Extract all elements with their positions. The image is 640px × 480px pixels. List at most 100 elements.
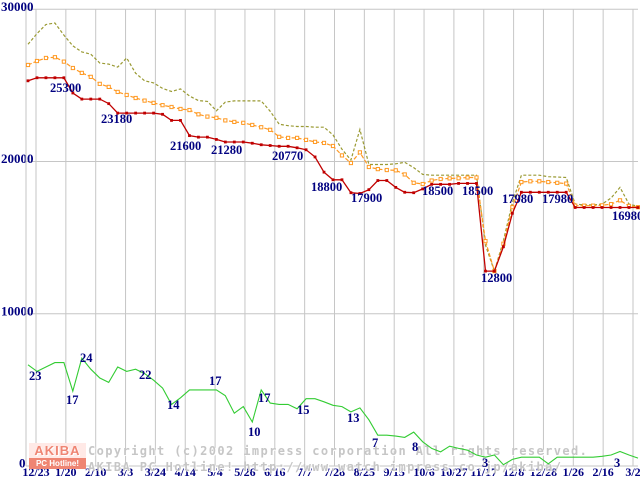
lowest-price-data-point [582, 206, 586, 209]
lowest-price-data-point [546, 190, 550, 194]
x-tick-label: 3/2 [625, 465, 640, 479]
lowest-price-data-point [232, 140, 236, 144]
lowest-price-data-point [394, 185, 398, 189]
average-price-data-point [528, 179, 533, 184]
x-tick-label: 5/26 [234, 465, 255, 479]
series-average-price [27, 56, 639, 274]
lowest-price-data-point [502, 245, 505, 249]
lowest-price-data-point [600, 206, 604, 209]
average-price-data-point [61, 59, 66, 64]
lowest-price-data-point [277, 144, 281, 148]
x-tick-label: 11/17 [470, 465, 497, 479]
average-price-data-point [232, 119, 237, 125]
copyright-text: Copyright (c)2002 impress corporation Al… [88, 444, 589, 458]
price-label: 20770 [272, 149, 303, 163]
average-price-data-point [402, 172, 407, 177]
lowest-price-data-point [573, 206, 577, 209]
average-price-data-point [43, 55, 49, 61]
lowest-price-data-point [62, 76, 66, 80]
average-price-data-point [564, 181, 569, 186]
lowest-price-data-point [170, 118, 173, 122]
lowest-price-data-point [250, 141, 254, 145]
lowest-price-data-point [304, 148, 308, 152]
average-price-data-point [124, 92, 129, 98]
price-label: 17980 [502, 192, 533, 206]
lowest-price-data-point [609, 206, 613, 209]
price-label: 18500 [462, 184, 493, 198]
lowest-price-data-point [322, 170, 326, 174]
x-tick-label: 1/26 [563, 465, 584, 479]
x-tick-label: 12/28 [530, 465, 557, 479]
lowest-price-data-point [349, 191, 353, 195]
series-highest-price [27, 22, 639, 274]
count-label: 8 [412, 440, 418, 454]
lowest-price-data-point [331, 178, 335, 182]
count-label: 3 [614, 456, 620, 470]
average-price-data-point [330, 143, 336, 149]
x-tick-label: 8/25 [354, 465, 375, 479]
count-label: 17 [66, 393, 79, 407]
count-label: 24 [80, 351, 93, 365]
price-label: 18500 [422, 184, 453, 198]
average-price-data-point [214, 115, 219, 120]
average-price-data-point [223, 118, 228, 123]
lowest-price-data-point [98, 97, 102, 101]
x-tick-label: 6/16 [264, 465, 285, 479]
x-tick-label: 9/15 [384, 465, 405, 479]
average-price-data-point [79, 70, 84, 75]
lowest-price-data-point [618, 206, 622, 209]
average-price-data-point [366, 164, 371, 170]
average-price-data-point [151, 100, 156, 105]
lowest-price-data-point [80, 97, 84, 101]
price-label: 17900 [351, 191, 382, 205]
lowest-price-data-point [484, 269, 487, 273]
average-price-data-point [187, 107, 192, 113]
count-label: 17 [209, 374, 222, 388]
count-label: 7 [372, 436, 378, 450]
lowest-price-data-point [241, 140, 245, 144]
lowest-price-data-point [466, 182, 469, 185]
average-price-data-point [303, 137, 309, 142]
count-label: 17 [258, 391, 271, 405]
lowest-price-data-point [376, 179, 380, 182]
lowest-price-data-point [519, 190, 523, 194]
average-price-data-point [357, 150, 362, 155]
average-price-data-point [411, 180, 416, 185]
price-label: 16980 [612, 209, 640, 223]
count-label: 3 [482, 456, 488, 470]
x-tick-label: 5/4 [207, 465, 222, 479]
lowest-price-data-point [214, 138, 218, 141]
x-tick-label: 10/6 [413, 465, 434, 479]
y-tick-label: 10000 [1, 303, 34, 318]
y-tick-label: 0 [19, 456, 26, 471]
x-tick-label: 2/10 [85, 465, 106, 479]
lowest-price-data-point [403, 190, 407, 194]
average-price-data-point [277, 134, 282, 139]
average-price-data-point [295, 135, 300, 141]
series-lowest-price [27, 77, 638, 272]
lowest-price-data-point [53, 76, 57, 80]
pc-hotline-logo-text: PC Hotline! [29, 458, 86, 469]
count-label: 22 [139, 368, 152, 382]
average-price-data-point [178, 106, 183, 112]
average-price-data-point [555, 180, 560, 185]
average-price-data-point [169, 104, 174, 110]
lowest-price-data-point [286, 144, 290, 148]
lowest-price-data-point [152, 111, 155, 115]
average-price-data-point [510, 205, 515, 210]
average-price-data-point [393, 168, 398, 173]
average-price-data-point [196, 112, 201, 117]
lowest-price-data-point [493, 269, 496, 273]
lowest-price-data-point [26, 79, 30, 83]
count-label: 14 [167, 398, 180, 412]
y-tick-label: 20000 [1, 151, 34, 166]
x-tick-label: 2/16 [592, 465, 613, 479]
average-price-data-point [25, 62, 31, 68]
average-price-data-point [268, 127, 273, 132]
site-url-text: AKIBA PC Hotline! http://www.watch.impre… [88, 460, 563, 474]
akiba-logo: AKIBA PC Hotline! [29, 443, 86, 469]
lowest-price-data-point [125, 111, 129, 115]
lowest-price-data-point [537, 190, 541, 194]
